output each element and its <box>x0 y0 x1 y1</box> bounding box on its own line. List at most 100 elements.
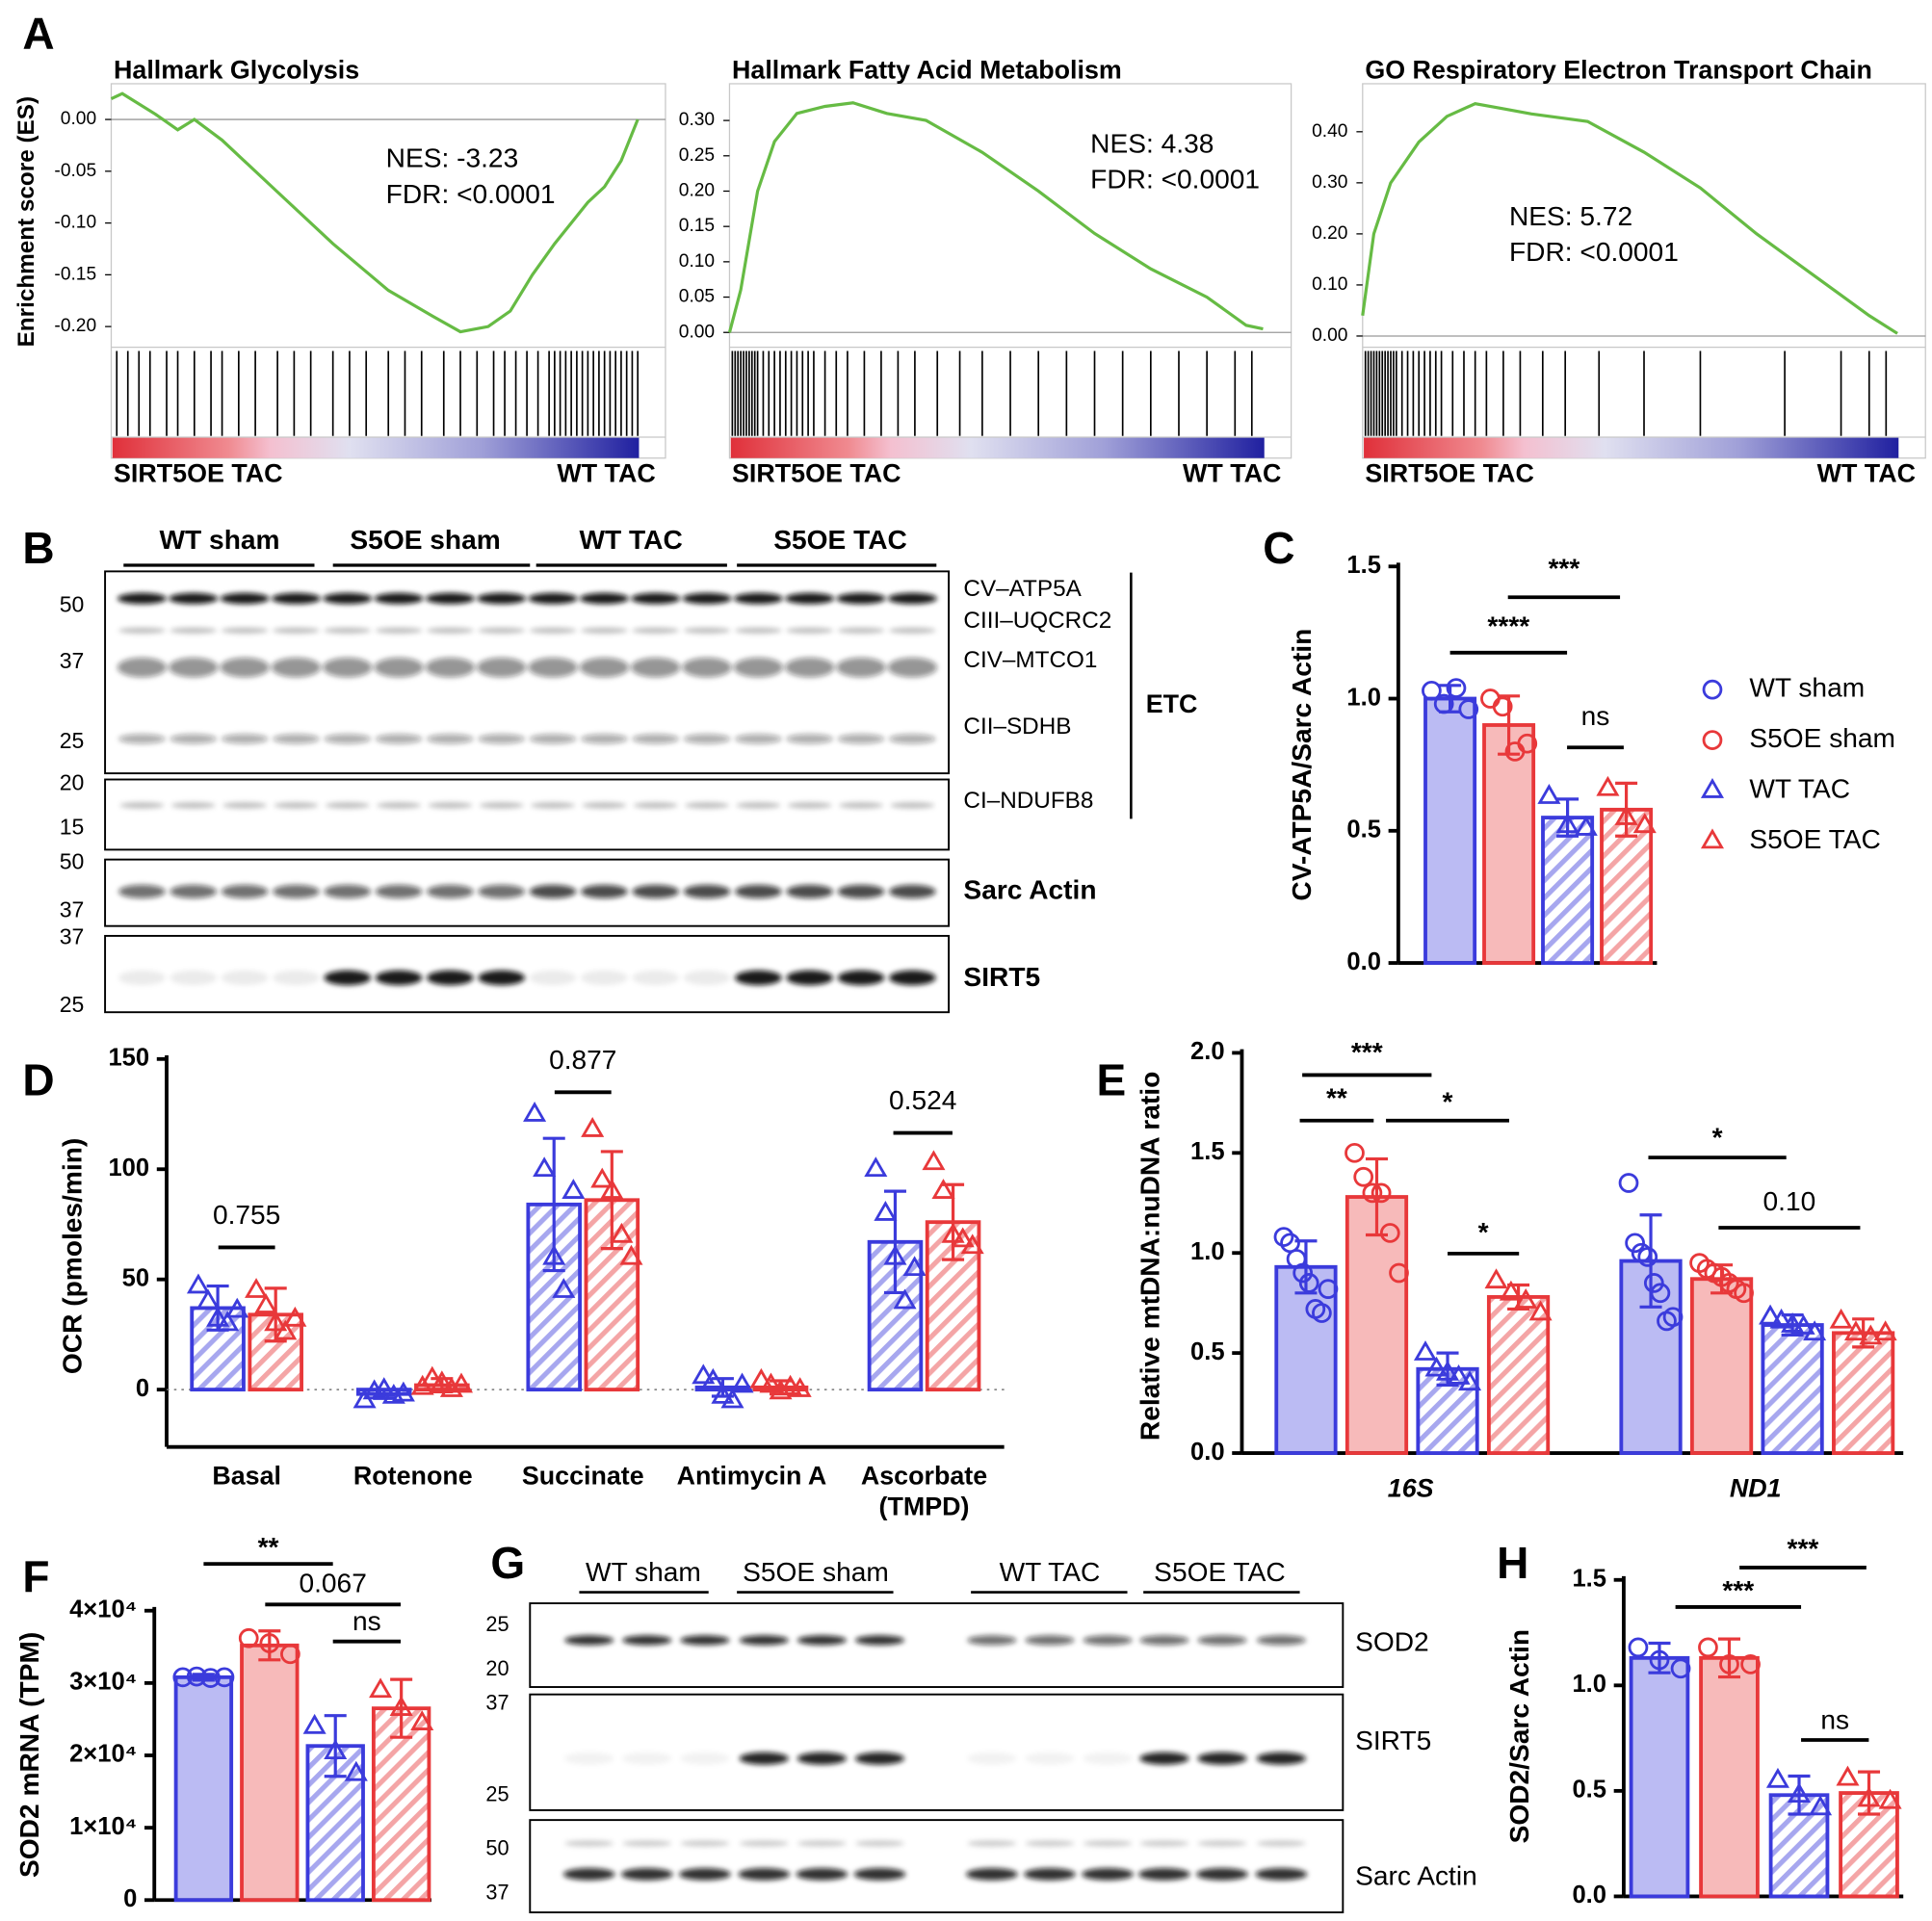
data-point <box>769 1379 793 1400</box>
blot-band <box>836 592 886 605</box>
es-curve <box>1361 102 1898 335</box>
data-point <box>259 1633 280 1653</box>
bracket-label: ETC <box>1146 689 1198 718</box>
data-point <box>893 1288 917 1310</box>
blot-frame <box>529 1693 1345 1811</box>
data-point <box>759 1372 783 1393</box>
data-point <box>600 1179 624 1199</box>
blot-band <box>118 734 166 744</box>
data-point <box>1292 1262 1314 1284</box>
rank-gradient <box>112 436 640 458</box>
significance-label: 0.877 <box>549 1045 616 1075</box>
bar <box>1761 1323 1824 1455</box>
blot-band <box>117 657 168 678</box>
blot-band <box>119 802 165 809</box>
blot-band <box>735 884 782 898</box>
significance-label: *** <box>1722 1575 1754 1605</box>
data-point <box>280 1644 300 1665</box>
x-right-label: WT TAC <box>1183 459 1281 488</box>
x-right-label: WT TAC <box>1817 459 1916 488</box>
data-point <box>1809 1795 1833 1816</box>
blot-band <box>478 627 526 634</box>
data-point <box>1769 1308 1793 1329</box>
lane-group-label: WT sham <box>586 1557 701 1587</box>
data-point <box>264 1311 288 1332</box>
blot-band <box>581 627 628 634</box>
blot-band <box>579 657 629 678</box>
data-point <box>1649 1649 1670 1671</box>
x-left-label: SIRT5OE TAC <box>732 459 901 488</box>
data-point <box>1422 680 1442 701</box>
significance-label: * <box>1478 1217 1489 1247</box>
data-point <box>196 1288 221 1310</box>
chart-title: GO Respiratory Electron Transport Chain <box>1365 55 1872 84</box>
blot-band <box>220 657 270 678</box>
band-label: Sarc Actin <box>1355 1861 1477 1891</box>
data-point <box>864 1156 888 1178</box>
data-point <box>619 1244 643 1265</box>
lane-group-label: WT sham <box>160 525 280 555</box>
data-point <box>283 1306 307 1327</box>
y-tick-label: 0.30 <box>679 110 715 130</box>
es-curve <box>110 91 640 334</box>
blot-band <box>1025 1840 1075 1847</box>
es-curve <box>727 101 1264 333</box>
data-point <box>1446 678 1467 698</box>
data-point <box>410 1710 434 1730</box>
blot-band <box>631 592 681 605</box>
panel-label: E <box>1097 1055 1127 1105</box>
data-point <box>1787 1782 1812 1804</box>
significance-label: ns <box>1820 1704 1849 1734</box>
blot-band <box>785 657 835 678</box>
blot-band <box>274 802 319 809</box>
data-point <box>1740 1654 1761 1674</box>
blot-band <box>786 734 834 744</box>
y-tick-label: 0.40 <box>1312 121 1347 142</box>
blot-band <box>375 884 423 898</box>
blot-band <box>680 1635 730 1646</box>
significance-label: * <box>1712 1122 1723 1152</box>
blot-band <box>170 627 218 634</box>
blot-band <box>853 1868 906 1881</box>
data-point <box>1700 777 1725 798</box>
blot-band <box>733 592 783 605</box>
blot-band <box>854 1840 905 1847</box>
lane-group-label: S5OE sham <box>743 1557 889 1587</box>
blot-band <box>1139 1635 1189 1646</box>
data-point <box>590 1167 614 1188</box>
lane-group-label: S5OE TAC <box>773 525 907 555</box>
bar <box>1629 1655 1690 1899</box>
data-point <box>1362 1182 1383 1204</box>
significance-label: 0.10 <box>1763 1186 1816 1216</box>
mw-marker: 37 <box>60 896 85 922</box>
data-point <box>439 1377 463 1397</box>
data-point <box>730 1372 754 1393</box>
mw-marker: 37 <box>60 924 85 949</box>
blot-band <box>221 734 269 744</box>
data-point <box>749 1367 773 1389</box>
mw-marker: 50 <box>60 849 85 874</box>
data-point <box>216 1311 240 1332</box>
blot-band <box>739 1840 789 1847</box>
blot-band <box>739 1635 789 1646</box>
y-tick-label: -0.05 <box>54 161 96 181</box>
data-point <box>788 1377 812 1397</box>
mw-marker: 50 <box>60 591 85 616</box>
blot-band <box>735 627 782 634</box>
blot-band <box>739 1752 789 1765</box>
band-label: SOD2 <box>1355 1627 1429 1657</box>
blot-band <box>531 802 576 809</box>
panel-label: G <box>490 1538 525 1588</box>
blot-band <box>324 970 372 986</box>
data-point <box>1843 1320 1867 1341</box>
y-tick-label: 100 <box>108 1155 149 1181</box>
mw-marker: 25 <box>60 728 85 753</box>
y-axis-label: SOD2/Sarc Actin <box>1504 1629 1534 1843</box>
blot-band <box>632 970 680 986</box>
blot-band <box>889 884 936 898</box>
significance-label: *** <box>1548 554 1580 584</box>
x-right-label: WT TAC <box>557 459 655 488</box>
blot-band <box>529 627 577 634</box>
blot-band <box>375 970 423 986</box>
